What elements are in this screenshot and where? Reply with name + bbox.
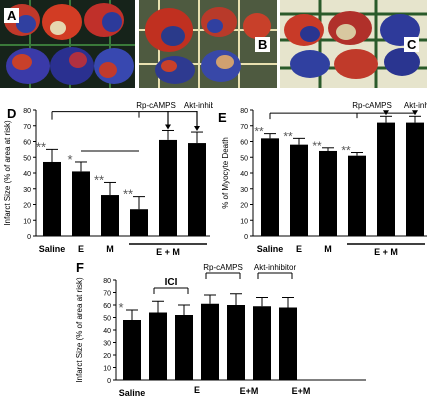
bar (43, 161, 61, 236)
y-tick-label: 30 (240, 187, 248, 194)
chart-f: F 0 10 20 30 40 50 60 70 80 Infarct Size (% of are… (74, 260, 366, 398)
bracket-label: ICI (165, 277, 178, 288)
y-tick-label: 40 (240, 171, 248, 178)
bar (279, 307, 297, 380)
y-tick-label: 20 (23, 203, 31, 210)
y-tick-label: 50 (103, 316, 111, 323)
bar (188, 143, 206, 236)
y-tick-label: 0 (244, 234, 248, 241)
x-tick-label: E (194, 385, 200, 395)
y-tick-label: 70 (23, 124, 31, 131)
y-axis-title: Infarct Size (% of area at risk) (75, 277, 84, 383)
annotation-label: Rp-cAMPS (352, 101, 392, 110)
annotation-label: Akt-inhibitor (404, 101, 427, 110)
bar (130, 209, 148, 236)
y-tick-label: 30 (23, 187, 31, 194)
x-tick-label: M (324, 244, 332, 254)
x-tick-label: Saline (39, 244, 66, 254)
bar (159, 139, 177, 236)
chart-e: E 0 10 20 30 40 50 60 70 80 % of Myocyte Death ** **… (216, 101, 427, 257)
photo-panel-a (0, 0, 135, 88)
y-tick-label: 70 (240, 124, 248, 131)
photo-panel-b-label: B (255, 37, 271, 52)
bar (175, 315, 193, 380)
significance-marker: ** (254, 125, 264, 139)
bar (290, 144, 308, 236)
x-tick-label: E+M (240, 386, 259, 396)
y-tick-label: 60 (240, 140, 248, 147)
x-tick-label: E (296, 244, 302, 254)
bar (227, 305, 245, 380)
y-tick-label: 80 (240, 108, 248, 115)
y-tick-label: 80 (23, 108, 31, 115)
x-tick-label: E (78, 244, 84, 254)
x-tick-label: Saline (257, 244, 284, 254)
bar (406, 122, 424, 236)
significance-marker: ** (283, 129, 293, 143)
y-tick-label: 60 (103, 303, 111, 310)
x-tick-label: Saline (119, 388, 146, 398)
group-label: E + M (374, 247, 398, 257)
x-tick-label: M (106, 244, 114, 254)
y-tick-label: 40 (103, 328, 111, 335)
y-tick-label: 60 (23, 140, 31, 147)
y-tick-label: 50 (240, 155, 248, 162)
group-label: E + M (156, 247, 180, 257)
significance-marker: ** (123, 187, 133, 202)
bracket-label: Rp-cAMPS (203, 263, 243, 272)
y-tick-label: 0 (27, 234, 31, 241)
annotation-arrowhead (383, 110, 389, 116)
bar (253, 306, 271, 380)
photo-panel-a-label: A (4, 8, 20, 23)
annotation-label: Akt-inhibitor (184, 101, 213, 110)
bracket-label: Akt-inhibitor (254, 263, 297, 272)
panel-label-bg (216, 110, 230, 125)
photo-panel-b (139, 0, 277, 88)
annotation-label: Rp-cAMPS (136, 101, 176, 110)
panel-label: E (218, 110, 227, 125)
bar (101, 195, 119, 236)
significance-marker: ** (312, 139, 322, 153)
y-axis-title: Infarct Size (% of area at risk) (3, 120, 12, 226)
bar (319, 150, 337, 236)
y-axis-title: % of Myocyte Death (221, 137, 230, 209)
bar (72, 171, 90, 236)
y-tick-label: 80 (103, 278, 111, 285)
y-tick-label: 10 (23, 218, 31, 225)
y-tick-label: 20 (103, 353, 111, 360)
y-tick-label: 30 (103, 341, 111, 348)
y-tick-label: 0 (107, 378, 111, 385)
annotation-arrowhead (165, 124, 171, 130)
x-tick-label: E+M (292, 386, 311, 396)
bar (123, 320, 141, 380)
annotation-arrowhead (412, 110, 418, 116)
panel-label-bg (5, 106, 19, 121)
chart-d: D 0 10 20 30 40 50 60 70 80 Infarct Size (% of are… (3, 101, 213, 257)
annotation-arrowhead (194, 126, 200, 132)
y-tick-label: 40 (23, 171, 31, 178)
y-tick-label: 20 (240, 203, 248, 210)
significance-marker: * (118, 300, 123, 315)
y-tick-label: 10 (240, 218, 248, 225)
photo-panel-c-label: C (404, 37, 420, 52)
bar (377, 122, 395, 236)
y-tick-label: 10 (103, 366, 111, 373)
significance-marker: ** (36, 139, 46, 154)
significance-marker: ** (341, 144, 351, 158)
bar (348, 155, 366, 236)
significance-marker: ** (94, 172, 104, 187)
bar (149, 312, 167, 380)
bar (261, 138, 279, 236)
significance-marker: * (67, 152, 72, 167)
y-tick-label: 50 (23, 155, 31, 162)
panel-label-bg (74, 260, 88, 275)
bar (201, 303, 219, 380)
y-tick-label: 70 (103, 291, 111, 298)
panel-label: D (7, 106, 16, 121)
panel-label: F (76, 260, 84, 275)
